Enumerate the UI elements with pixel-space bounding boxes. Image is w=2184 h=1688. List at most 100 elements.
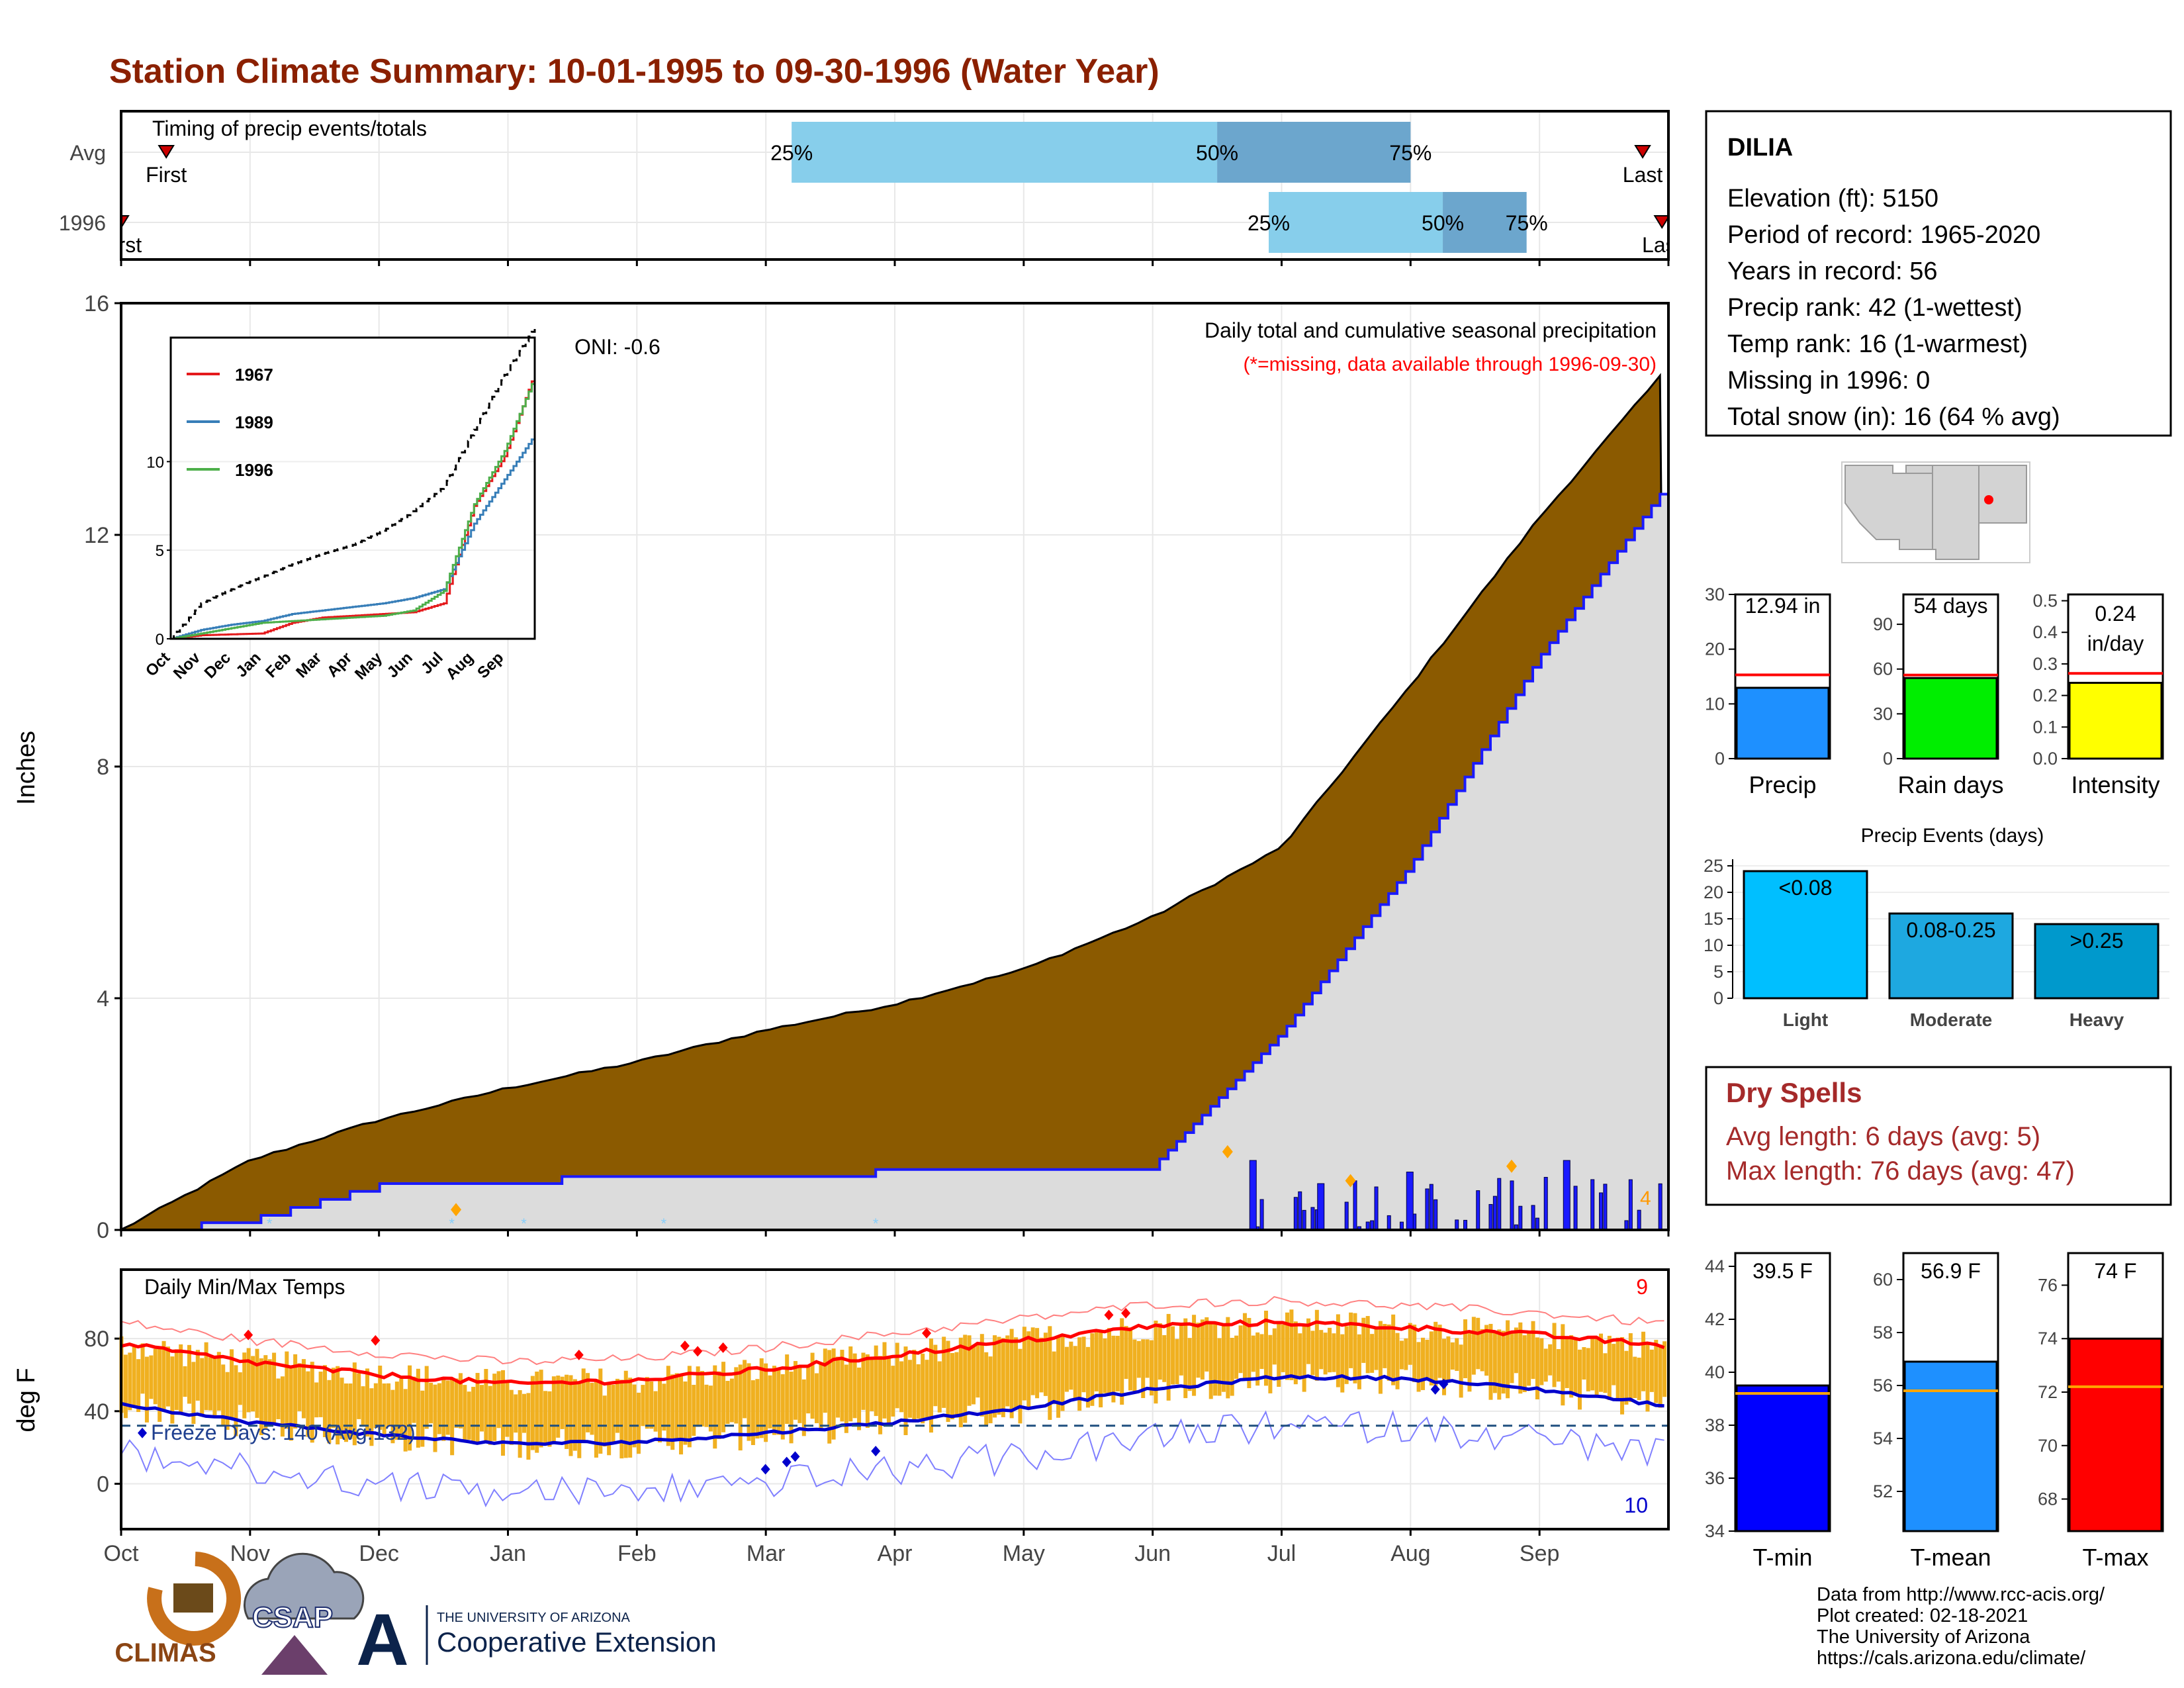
temp-ytick-label: 80 [84, 1327, 109, 1352]
first-event-label: First [101, 233, 142, 257]
daily-temp-range-bar [136, 1359, 141, 1413]
summary-category-label: Rain days [1897, 771, 2003, 798]
daily-temp-range-bar [221, 1364, 226, 1427]
daily-temp-range-bar [942, 1336, 946, 1408]
daily-temp-range-bar [1658, 1344, 1662, 1408]
climas-emblem-icon [147, 1552, 242, 1646]
daily-temp-range-bar [297, 1363, 302, 1411]
daily-temp-range-bar [1281, 1324, 1285, 1372]
daily-temp-range-bar [263, 1355, 268, 1429]
daily-temp-range-bar [1099, 1330, 1103, 1408]
daily-temp-range-bar [1077, 1337, 1082, 1411]
daily-temp-range-bar [1268, 1335, 1273, 1393]
month-label: May [1003, 1541, 1045, 1566]
daily-temp-range-bar [946, 1340, 950, 1423]
daily-temp-range-bar [1319, 1330, 1324, 1370]
daily-temp-range-bar [1374, 1327, 1379, 1370]
daily-temp-range-bar [429, 1382, 433, 1424]
daily-temp-range-bar [179, 1344, 183, 1415]
snow-marker-icon: * [521, 1215, 527, 1232]
daily-precip-bar [1374, 1186, 1379, 1231]
record-low-marker-icon [790, 1451, 800, 1462]
station-info-box: DILIA Elevation (ft): 5150 Period of rec… [1705, 110, 2172, 437]
daily-temp-range-bar [984, 1352, 989, 1426]
daily-temp-range-bar [1535, 1337, 1539, 1399]
record-high-marker-icon [693, 1346, 703, 1357]
timing-bar-q25-q50 [792, 122, 1218, 183]
first-event-marker-icon [158, 145, 175, 159]
daily-temp-range-bar [1022, 1327, 1026, 1401]
daily-temp-range-bar [441, 1380, 446, 1441]
summary-category-label: Intensity [2071, 771, 2160, 798]
daily-temp-range-bar [1018, 1348, 1023, 1424]
logo-ua-extension: A THE UNIVERSITY OF ARIZONA Cooperative … [356, 1599, 716, 1681]
daily-temp-range-bar [747, 1363, 751, 1441]
daily-temp-range-bar [683, 1381, 688, 1445]
station-precip-rank: Precip rank: 42 (1-wettest) [1727, 294, 2023, 322]
inset-xtick-label: Feb [262, 649, 295, 681]
daily-temp-range-bar [378, 1366, 383, 1430]
daily-temp-range-bar [1565, 1336, 1569, 1388]
heavy-precip-marker-icon [451, 1203, 462, 1217]
daily-temp-range-bar [1420, 1337, 1425, 1390]
events-bar-label: <0.08 [1779, 876, 1833, 900]
daily-temp-range-bar [772, 1366, 776, 1435]
daily-temp-range-bar [518, 1390, 522, 1458]
daily-precip-bar [1429, 1184, 1433, 1231]
daily-temp-range-bar [1543, 1348, 1548, 1382]
inset-xtick-label: Dec [201, 649, 234, 682]
temp-summary-ytick-label: 72 [2038, 1382, 2058, 1402]
daily-temp-range-bar [708, 1385, 713, 1432]
inset-ytick-label: 5 [156, 542, 164, 560]
daily-temp-range-bar [696, 1366, 700, 1427]
temp-title: Daily Min/Max Temps [144, 1275, 345, 1299]
daily-temp-range-bar [577, 1383, 582, 1458]
daily-temp-range-bar [662, 1383, 666, 1431]
daily-temp-range-bar [505, 1381, 510, 1437]
daily-temp-range-bar [149, 1355, 154, 1399]
credit-line-4: https://cals.arizona.edu/climate/ [1817, 1648, 2086, 1669]
daily-precip-bar [1344, 1201, 1349, 1231]
daily-temp-range-bar [1005, 1335, 1010, 1407]
daily-temp-range-bar [128, 1352, 132, 1411]
daily-temp-range-bar [522, 1393, 527, 1433]
daily-temp-range-bar [1577, 1349, 1582, 1410]
daily-temp-range-bar [1624, 1350, 1629, 1405]
daily-temp-range-bar [641, 1385, 645, 1427]
daily-temp-range-bar [1586, 1348, 1590, 1391]
record-low-marker-icon [871, 1446, 881, 1457]
daily-temp-range-bar [1048, 1326, 1052, 1420]
record-high-marker-icon [1121, 1307, 1131, 1319]
station-elevation: Elevation (ft): 5150 [1727, 185, 1938, 212]
record-high-marker-icon [574, 1349, 584, 1360]
record-low-marker-icon [782, 1456, 792, 1468]
daily-temp-range-bar [267, 1359, 272, 1425]
daily-temp-range-bar [628, 1378, 633, 1458]
temp-summary-category-label: T-max [2082, 1544, 2148, 1571]
daily-temp-range-bar [1412, 1325, 1417, 1382]
dry-spells-title: Dry Spells [1726, 1077, 1862, 1108]
daily-temp-range-bar [556, 1376, 561, 1438]
daily-temp-range-bar [475, 1373, 480, 1442]
daily-temp-range-bar [611, 1384, 615, 1444]
daily-temp-range-bar [1641, 1331, 1646, 1391]
daily-precip-bar [1603, 1184, 1608, 1231]
csap-cloud-icon [244, 1552, 365, 1620]
temp-summary-ytick-label: 70 [2038, 1436, 2058, 1456]
daily-temp-range-bar [1285, 1312, 1290, 1380]
daily-temp-range-bar [1344, 1326, 1349, 1384]
daily-temp-range-bar [246, 1348, 251, 1413]
daily-temp-range-bar [844, 1364, 848, 1433]
daily-temp-range-bar [340, 1378, 344, 1439]
daily-precip-bar [1535, 1217, 1539, 1231]
logo-climas: CLIMAS [114, 1552, 242, 1667]
daily-temp-range-bar [810, 1352, 815, 1419]
summary-bar-0 [1735, 686, 1830, 760]
daily-temp-range-bar [1573, 1338, 1578, 1394]
daily-temp-range-bar [729, 1378, 734, 1423]
temp-summary-ytick-label: 38 [1705, 1415, 1725, 1435]
csap-mountain-icon [261, 1635, 328, 1675]
daily-precip-bar [1259, 1199, 1264, 1231]
events-ytick-label: 5 [1713, 962, 1723, 982]
credit-line-2: Plot created: 02-18-2021 [1817, 1605, 2028, 1626]
